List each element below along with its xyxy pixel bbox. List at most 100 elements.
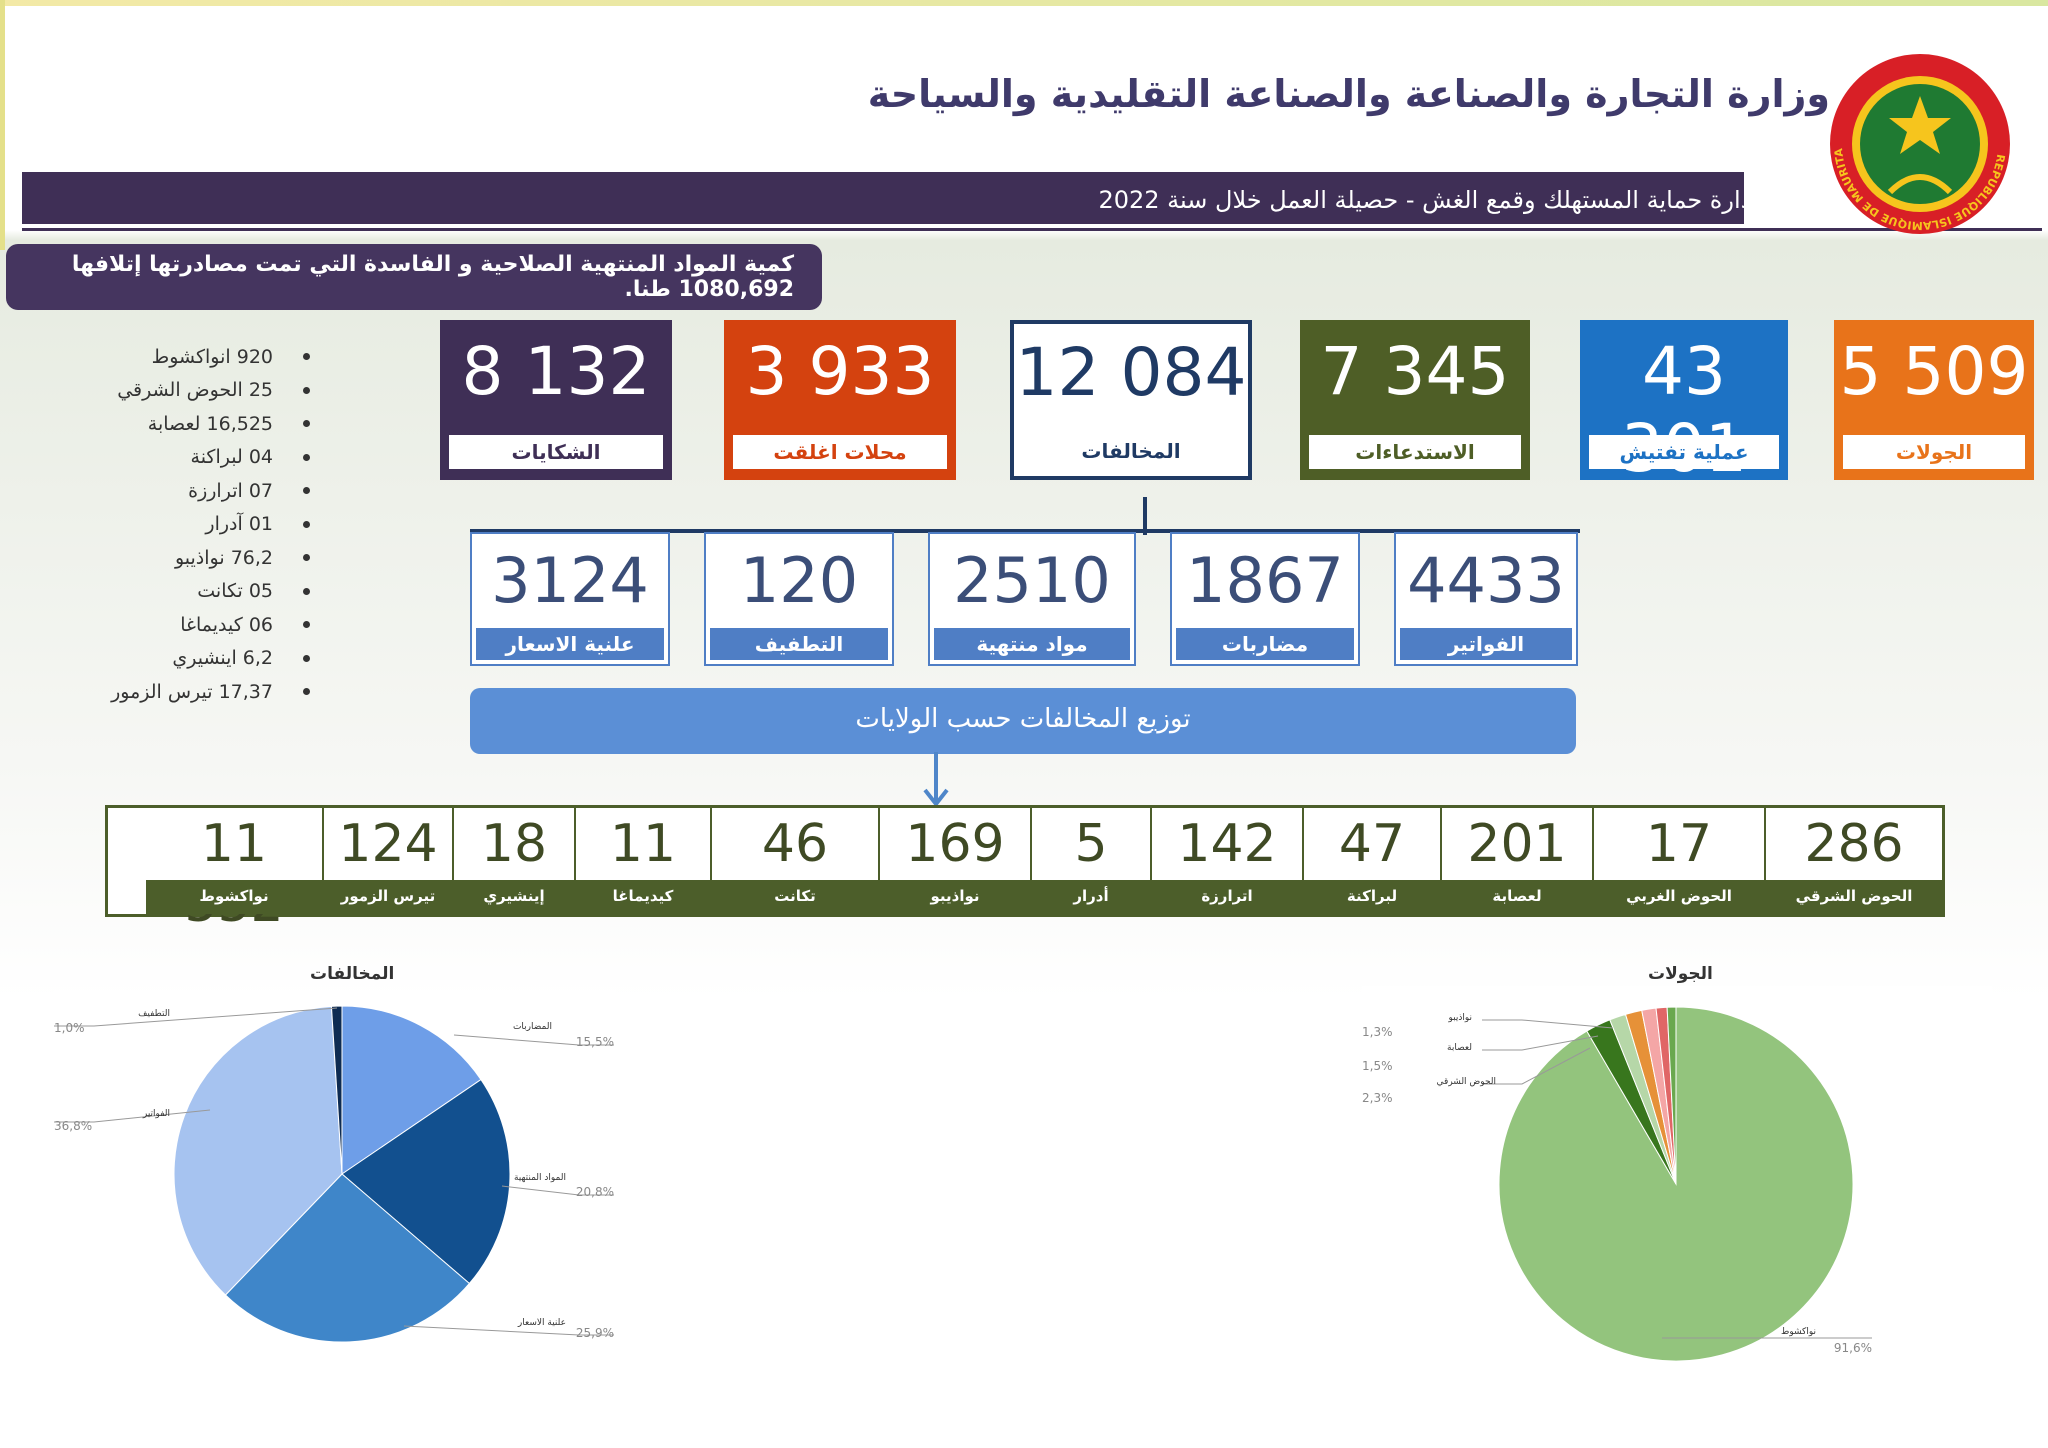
violations-pie-chart: المضاربات 15,5% المواد المنتهية 20,8% علنية … <box>54 1005 614 1343</box>
quantity-item: 06 كيديماغا <box>70 608 310 642</box>
kpi-card: 5 509 الجولات <box>1834 320 2034 480</box>
left-accent-line <box>0 0 5 250</box>
header-bar-text: إدارة حماية المستهلك وقمع الغش - حصيلة ا… <box>1098 186 1758 214</box>
quantity-item: 25 الحوض الشرقي <box>70 374 310 408</box>
pie-slice <box>341 1005 482 1175</box>
region-label: نواكشوط <box>146 880 322 914</box>
pie-slice-label: نواذيبو <box>1447 1013 1472 1023</box>
quantity-item: 04 لبراكنة <box>70 441 310 475</box>
violation-type-label: التطفيف <box>710 628 888 660</box>
regions-table: 286 الحوض الشرقي 17 الحوض الغربي 201 لعصابة 47… <box>105 805 1945 934</box>
quantity-item: 05 تكانت <box>70 575 310 609</box>
page-title: وزارة التجارة والصناعة والصناعة التقليدي… <box>867 72 1830 116</box>
quantity-text: 920 انواكشوط <box>151 345 273 368</box>
violation-type-value: 1867 <box>1186 544 1344 617</box>
region-cell: 201 لعصابة <box>1440 808 1592 914</box>
region-value: 11 <box>609 814 677 874</box>
region-cell: 169 نواذيبو <box>878 808 1030 914</box>
bullet-dot <box>303 487 310 495</box>
violation-type-label: علنية الاسعار <box>476 628 664 660</box>
region-cell: 11 552نواكشوط <box>146 808 322 934</box>
region-label: لبراكنة <box>1304 880 1440 914</box>
violation-type-value: 2510 <box>953 544 1111 617</box>
quantity-item: 76,2 نواذيبو <box>70 541 310 575</box>
region-label: تكانت <box>712 880 878 914</box>
pie-slice <box>224 1173 471 1343</box>
region-cell: 124 تيرس الزمور <box>322 808 452 914</box>
region-label: لعصابة <box>1442 880 1592 914</box>
kpi-label: المخالفات <box>1020 434 1242 468</box>
region-label: كيديماغا <box>576 880 710 914</box>
violation-type-value: 3124 <box>491 544 649 617</box>
quantity-text: 06 كيديماغا <box>180 613 273 636</box>
kpi-card: 12 084 المخالفات <box>1010 320 1252 480</box>
leader-line <box>1482 1035 1599 1051</box>
bullet-dot <box>303 654 310 662</box>
region-cell: 46 تكانت <box>710 808 878 914</box>
top-accent-line <box>0 0 2048 6</box>
violation-type-card: 4433 الفواتير <box>1394 532 1578 666</box>
bullet-dot <box>303 554 310 562</box>
pie-slice-label: التطفيف <box>138 1009 170 1019</box>
violation-type-label: الفواتير <box>1400 628 1572 660</box>
pie-slice-label: المواد المنتهية <box>514 1173 566 1183</box>
region-value: 46 <box>761 814 829 874</box>
bullet-dot <box>303 386 310 394</box>
pie-slice <box>330 1005 343 1175</box>
national-emblem-icon: REPUBLIQUE ISLAMIQUE DE MAURITANIE <box>1820 52 2010 234</box>
region-value: 142 <box>1177 814 1277 874</box>
region-label: نواذيبو <box>880 880 1030 914</box>
bullet-dot <box>303 353 310 361</box>
region-value: 286 <box>1804 814 1904 874</box>
violation-type-card: 1867 مضاربات <box>1170 532 1360 666</box>
pie-slice-percent: 1,3% <box>1362 1025 1393 1039</box>
region-value: 169 <box>905 814 1005 874</box>
leader-line <box>1482 1047 1591 1085</box>
header-bar <box>22 172 1744 224</box>
pie-slice-percent: 1,5% <box>1362 1059 1393 1073</box>
bullet-dot <box>303 688 310 696</box>
pie-slice-percent: 1,0% <box>54 1021 85 1035</box>
bullet-dot <box>303 587 310 595</box>
violation-type-label: مضاربات <box>1176 628 1354 660</box>
violation-type-value: 120 <box>739 544 859 617</box>
region-value: 47 <box>1338 814 1406 874</box>
violations-chart-title: المخالفات <box>310 964 395 984</box>
header-divider <box>22 228 2042 231</box>
region-label: أدرار <box>1032 880 1150 914</box>
region-label: الحوض الغربي <box>1594 880 1764 914</box>
pie-slice-percent: 25,9% <box>576 1326 614 1340</box>
region-value: 201 <box>1467 814 1567 874</box>
leader-line <box>54 1007 338 1027</box>
region-label: إينشيري <box>454 880 574 914</box>
region-label: اترارزة <box>1152 880 1302 914</box>
region-value: 5 <box>1074 814 1108 874</box>
pie-slice <box>1666 1006 1677 1185</box>
bullet-dot <box>303 621 310 629</box>
quantities-list: 920 انواكشوط 25 الحوض الشرقي 16,525 لعصابة… <box>70 340 310 709</box>
region-cell: 142 اترارزة <box>1150 808 1302 914</box>
kpi-value: 8 132 <box>461 333 651 410</box>
bullet-dot <box>303 520 310 528</box>
destroyed-goods-note: كمية المواد المنتهية الصلاحية و الفاسدة … <box>6 244 822 310</box>
pie-slice-percent: 36,8% <box>54 1119 92 1133</box>
quantity-item: 01 آدرار <box>70 508 310 542</box>
distribution-banner: توزيع المخالفات حسب الولايات <box>470 688 1576 754</box>
pie-slice-label: علنية الاسعار <box>517 1318 566 1328</box>
quantity-text: 01 آدرار <box>205 513 273 536</box>
quantity-text: 76,2 نواذيبو <box>174 546 273 569</box>
quantity-item: 17,37 تيرس الزمور <box>70 675 310 709</box>
quantity-item: 920 انواكشوط <box>70 340 310 374</box>
violation-type-card: 120 التطفيف <box>704 532 894 666</box>
destroyed-goods-note-text: كمية المواد المنتهية الصلاحية و الفاسدة … <box>71 252 794 302</box>
kpi-label: عملية تفتيش <box>1589 435 1779 469</box>
kpi-label: الاستدعاءات <box>1309 435 1521 469</box>
pie-slice-label: المضاربات <box>513 1022 552 1032</box>
kpi-card: 8 132 الشكايات <box>440 320 672 480</box>
kpi-value: 7 345 <box>1320 333 1510 410</box>
region-label: تيرس الزمور <box>324 880 452 914</box>
kpi-value: 5 509 <box>1839 333 2029 410</box>
rounds-chart-title: الجولات <box>1648 964 1713 984</box>
quantity-text: 16,525 لعصابة <box>147 412 273 435</box>
pie-slice-percent: 20,8% <box>576 1185 614 1199</box>
